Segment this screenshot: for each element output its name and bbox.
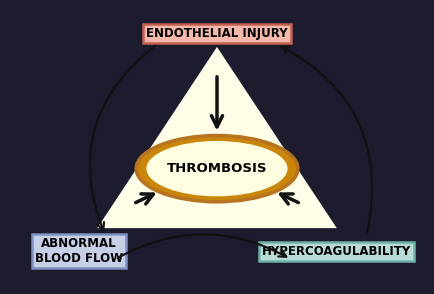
Ellipse shape xyxy=(137,136,297,201)
FancyArrowPatch shape xyxy=(118,234,286,258)
Text: HYPERCOAGULABILITY: HYPERCOAGULABILITY xyxy=(262,245,411,258)
Polygon shape xyxy=(97,47,337,228)
Text: ABNORMAL
BLOOD FLOW: ABNORMAL BLOOD FLOW xyxy=(35,237,123,265)
FancyArrowPatch shape xyxy=(282,47,372,232)
Text: ENDOTHELIAL INJURY: ENDOTHELIAL INJURY xyxy=(146,27,288,40)
FancyArrowPatch shape xyxy=(90,46,155,230)
Ellipse shape xyxy=(146,141,288,196)
Text: THROMBOSIS: THROMBOSIS xyxy=(167,162,267,175)
